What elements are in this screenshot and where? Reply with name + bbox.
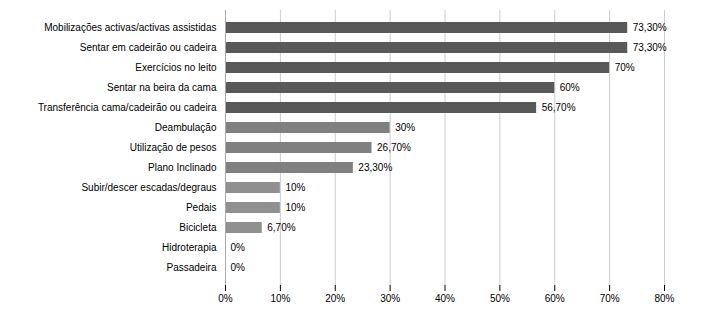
svg-text:20%: 20% <box>325 293 345 304</box>
svg-text:Passadeira: Passadeira <box>166 262 216 273</box>
svg-text:Plano Inclinado: Plano Inclinado <box>148 162 217 173</box>
svg-text:Exercícios no leito: Exercícios no leito <box>135 62 217 73</box>
svg-text:70%: 70% <box>615 62 635 73</box>
svg-text:Sentar em cadeirão ou cadeira: Sentar em cadeirão ou cadeira <box>80 42 217 53</box>
svg-text:10%: 10% <box>270 293 290 304</box>
svg-text:23,30%: 23,30% <box>358 162 392 173</box>
svg-text:Pedais: Pedais <box>186 202 217 213</box>
svg-text:0%: 0% <box>218 293 233 304</box>
svg-text:Utilização de pesos: Utilização de pesos <box>130 142 217 153</box>
svg-text:50%: 50% <box>490 293 510 304</box>
svg-text:0%: 0% <box>231 242 246 253</box>
svg-text:Subir/descer escadas/degraus: Subir/descer escadas/degraus <box>81 182 216 193</box>
svg-text:56,70%: 56,70% <box>542 102 576 113</box>
svg-text:Sentar na beira da cama: Sentar na beira da cama <box>107 82 217 93</box>
svg-text:26,70%: 26,70% <box>377 142 411 153</box>
svg-text:30%: 30% <box>380 293 400 304</box>
svg-text:Transferência cama/cadeirão ou: Transferência cama/cadeirão ou cadeira <box>38 102 217 113</box>
svg-text:40%: 40% <box>435 293 455 304</box>
svg-text:30%: 30% <box>395 122 415 133</box>
svg-text:60%: 60% <box>545 293 565 304</box>
svg-text:80%: 80% <box>654 293 674 304</box>
svg-text:Bicicleta: Bicicleta <box>179 222 217 233</box>
svg-text:70%: 70% <box>600 293 620 304</box>
svg-text:6,70%: 6,70% <box>267 222 295 233</box>
svg-text:10%: 10% <box>285 202 305 213</box>
svg-text:60%: 60% <box>560 82 580 93</box>
svg-text:73,30%: 73,30% <box>633 22 667 33</box>
svg-text:0%: 0% <box>231 262 246 273</box>
svg-text:Deambulação: Deambulação <box>155 122 217 133</box>
svg-text:Mobilizações activas/activas a: Mobilizações activas/activas assistidas <box>44 22 216 33</box>
svg-text:73,30%: 73,30% <box>633 42 667 53</box>
svg-text:10%: 10% <box>285 182 305 193</box>
svg-text:Hidroterapia: Hidroterapia <box>162 242 217 253</box>
